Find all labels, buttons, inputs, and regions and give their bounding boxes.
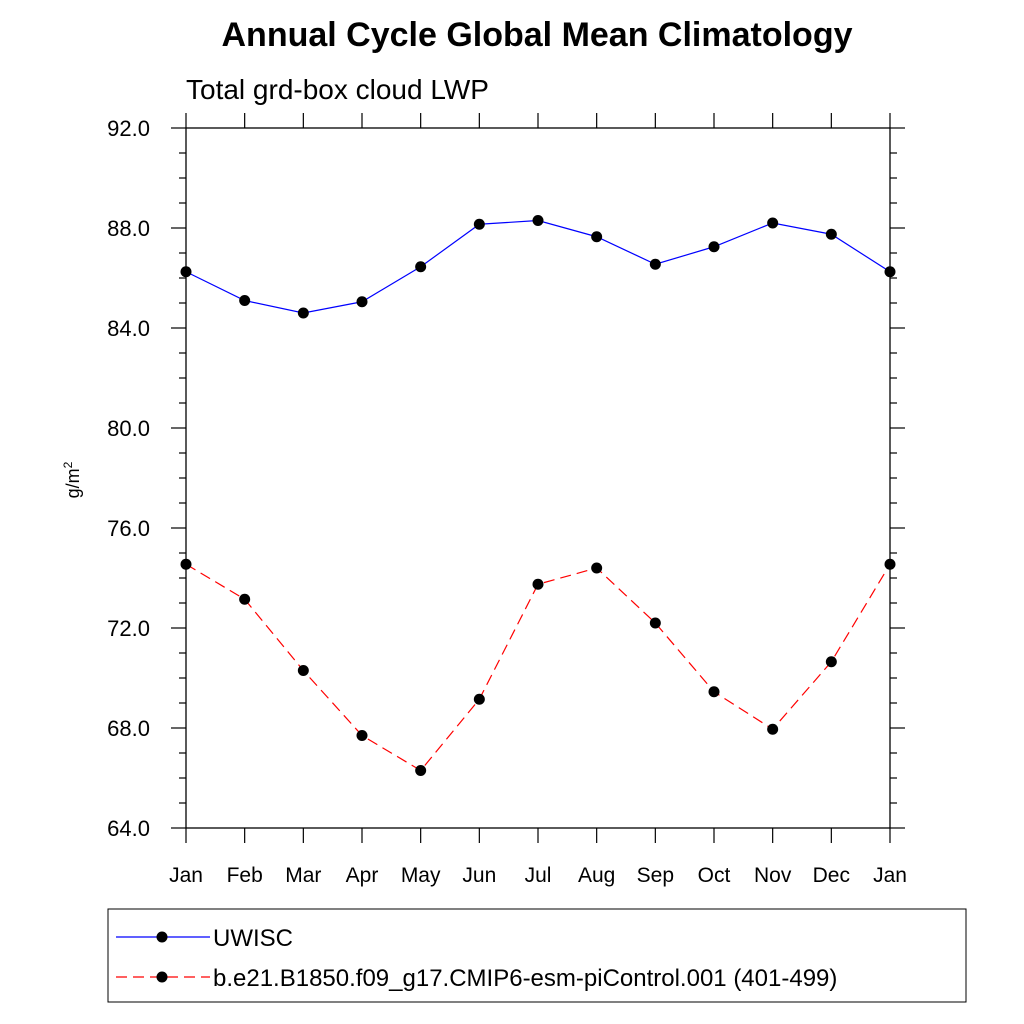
x-tick-label: Sep — [637, 864, 674, 887]
series-1-point — [473, 218, 485, 230]
y-tick-label: 80.0 — [107, 416, 150, 441]
y-tick-label: 72.0 — [107, 616, 150, 641]
x-tick-label: May — [401, 864, 441, 887]
chart-title: Annual Cycle Global Mean Climatology — [222, 16, 853, 54]
series-1-point — [297, 307, 309, 319]
y-axis-label: g/m2 — [61, 461, 83, 498]
data-series — [180, 215, 896, 776]
x-tick-label: Jan — [169, 864, 203, 887]
series-1-point — [591, 231, 603, 243]
series-1-point — [415, 261, 427, 273]
series-2-point — [239, 593, 251, 605]
series-1-point — [180, 266, 192, 278]
y-tick-label: 88.0 — [107, 216, 150, 241]
y-tick-label: 76.0 — [107, 516, 150, 541]
x-tick-label: Aug — [578, 864, 615, 887]
legend-marker-1 — [156, 931, 168, 943]
y-axis-label-superscript: 2 — [61, 461, 75, 468]
series-1-point — [239, 295, 251, 306]
series-2-point — [180, 558, 192, 570]
series-2-point — [825, 656, 837, 668]
x-tick-label: Apr — [346, 864, 379, 887]
legend-marker-2 — [156, 971, 168, 983]
y-axis-label-text: g/m — [63, 468, 83, 498]
series-2-point — [356, 730, 368, 741]
series-line-1 — [185, 219, 891, 314]
series-1-point — [884, 266, 896, 278]
series-1-point — [767, 217, 779, 229]
series-2-point — [473, 693, 485, 705]
series-1-point — [649, 258, 661, 270]
y-tick-label: 64.0 — [107, 816, 150, 841]
axis-ticks — [171, 113, 905, 843]
legend-label-2: b.e21.B1850.f09_g17.CMIP6-esm-piControl.… — [213, 965, 837, 992]
x-tick-label: Jan — [873, 864, 907, 887]
series-line-2 — [185, 563, 891, 772]
y-tick-label: 68.0 — [107, 716, 150, 741]
series-2-point — [884, 558, 896, 570]
x-tick-label: Jul — [525, 864, 552, 887]
series-2-point — [767, 723, 779, 735]
chart-subtitle: Total grd-box cloud LWP — [186, 74, 489, 105]
plot-frame — [185, 127, 891, 829]
series-2-point — [415, 765, 427, 776]
x-tick-labels: Jan Feb Mar Apr May Jun Jul Aug Sep Oct Nov Dec Jan — [169, 864, 907, 887]
x-tick-label: Nov — [754, 864, 792, 887]
x-tick-label: Jun — [462, 864, 496, 887]
legend-label-1: UWISC — [213, 925, 293, 952]
y-tick-labels: 64.0 68.0 72.0 76.0 80.0 84.0 88.0 92.0 — [107, 116, 150, 841]
y-tick-label: 92.0 — [107, 116, 150, 141]
legend-box — [107, 908, 967, 1003]
series-1-point — [356, 296, 368, 308]
legend: UWISC b.e21.B1850.f09_g17.CMIP6-esm-piCon… — [116, 925, 837, 992]
series-2-point — [532, 578, 544, 590]
series-1-point — [708, 241, 720, 253]
series-2-point — [708, 686, 720, 698]
series-2-point — [649, 617, 661, 629]
x-tick-label: Feb — [227, 864, 263, 887]
x-tick-label: Oct — [698, 864, 731, 887]
x-tick-label: Mar — [285, 864, 321, 887]
series-2-point — [297, 665, 309, 676]
series-1-point — [532, 215, 544, 226]
y-tick-label: 84.0 — [107, 316, 150, 341]
series-1-point — [825, 228, 837, 240]
x-tick-label: Dec — [813, 864, 850, 887]
series-2-point — [591, 562, 603, 574]
